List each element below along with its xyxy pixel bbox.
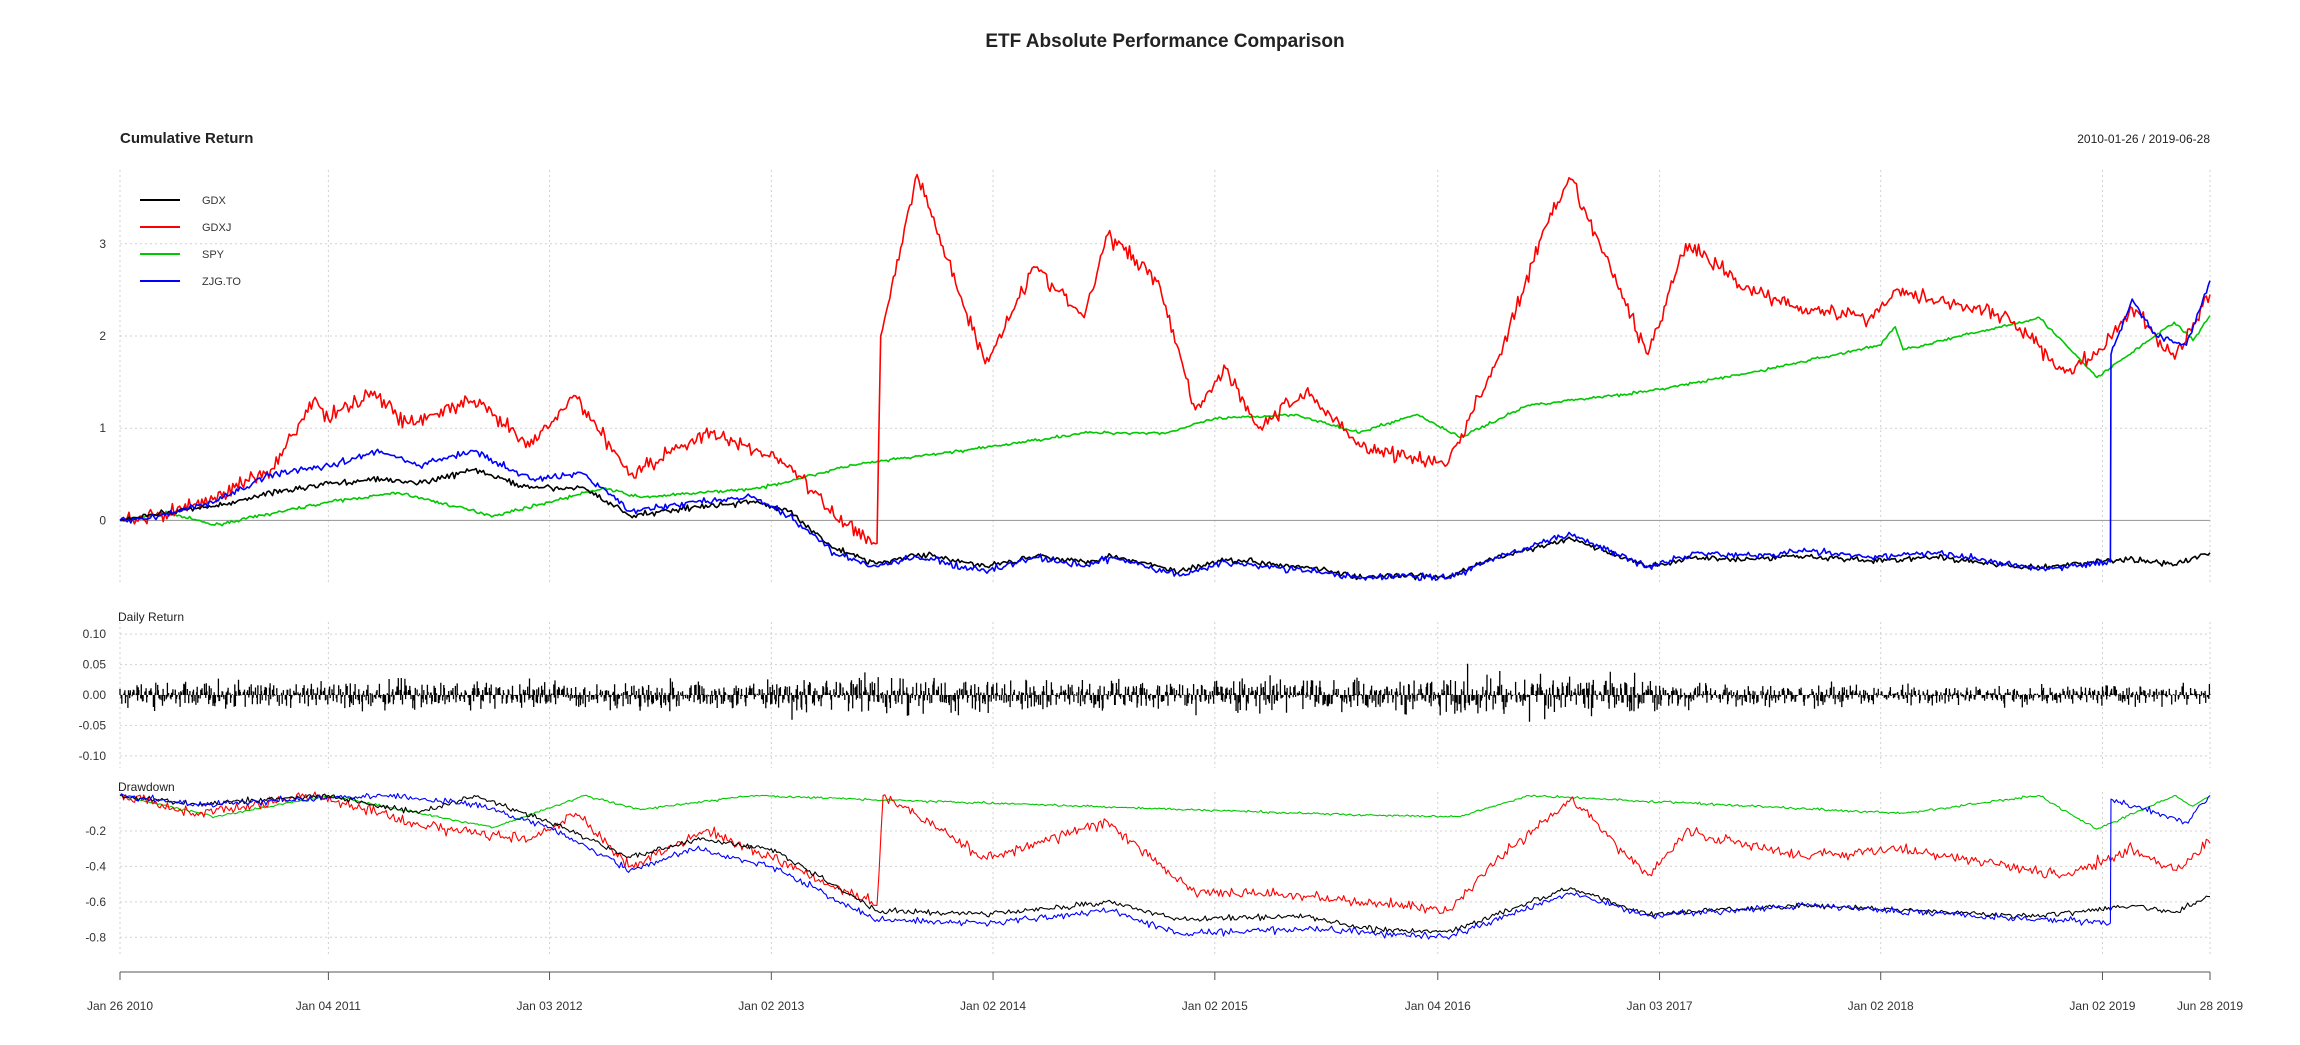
x-axis-tick-label: Jan 02 2013 [738,999,804,1013]
drawdown-y-tick-label: -0.6 [85,895,106,909]
cumulative-series-zjg-to [119,280,2211,582]
drawdown-series-zjg-to [119,792,2211,940]
x-axis-tick-label: Jan 26 2010 [87,999,153,1013]
x-axis-tick-label: Jan 03 2012 [517,999,583,1013]
x-axis-tick-label: Jan 02 2019 [2069,999,2135,1013]
cumulative-y-tick-label: 0 [99,513,106,527]
x-axis-tick-label: Jan 04 2011 [296,999,361,1013]
legend-label-zjg-to: ZJG.TO [202,276,241,288]
cumulative-y-tick-label: 2 [99,329,106,343]
daily-return-panel-title: Daily Return [118,610,184,624]
cumulative-series-gdxj [119,173,2211,545]
daily-y-tick-label: -0.05 [79,718,107,732]
chart-title: ETF Absolute Performance Comparison [985,31,1344,52]
drawdown-y-tick-label: -0.4 [85,859,106,873]
drawdown-series-gdxj [119,791,2211,915]
drawdown-series-spy [119,794,2211,830]
cumulative-y-tick-label: 3 [99,237,106,251]
x-axis-tick-label: Jan 04 2016 [1405,999,1471,1013]
legend-label-gdx: GDX [202,195,227,207]
drawdown-panel-title: Drawdown [118,780,175,794]
plot-layer: 0 1 2 3 0.10 0.05 0.00 -0.05 -0.10 -0.2 -0.4 -0.6 -0… [79,170,2243,1013]
cumulative-panel-title: Cumulative Return [120,130,253,147]
daily-return-bars [119,663,2211,722]
x-axis-tick-label: Jan 02 2018 [1848,999,1914,1013]
x-axis-tick-label: Jan 03 2017 [1627,999,1693,1013]
x-axis-tick-label: Jan 02 2014 [960,999,1026,1013]
cumulative-series-spy [119,315,2211,527]
x-axis-tick-label: Jan 02 2015 [1182,999,1248,1013]
date-range-label: 2010-01-26 / 2019-06-28 [2077,132,2210,146]
legend-label-spy: SPY [202,249,225,261]
drawdown-y-tick-label: -0.2 [85,824,106,838]
daily-y-tick-label: 0.00 [83,688,107,702]
daily-y-tick-label: 0.05 [83,658,107,672]
daily-y-tick-label: -0.10 [79,749,107,763]
drawdown-series-gdx [119,793,2211,934]
cumulative-y-tick-label: 1 [99,421,106,435]
cumulative-series-gdx [119,467,2211,581]
legend-label-gdxj: GDXJ [202,222,231,234]
drawdown-y-tick-label: -0.8 [85,930,106,944]
daily-y-tick-label: 0.10 [83,627,107,641]
x-axis-tick-label: Jun 28 2019 [2177,999,2243,1013]
